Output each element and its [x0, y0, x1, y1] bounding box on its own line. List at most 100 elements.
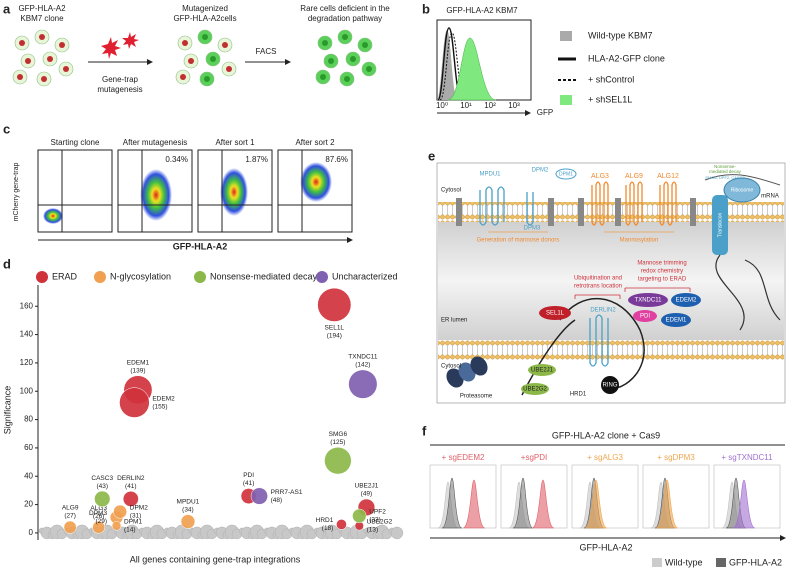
label: redox chemistry: [641, 269, 683, 275]
bubble-label: UPF2: [369, 509, 386, 516]
x-tick-label: 10²: [484, 101, 496, 110]
plot-title: After sort 2: [295, 138, 335, 147]
legend-label: N-glycosylation: [110, 271, 171, 281]
derlin2: [589, 314, 609, 367]
bubble-label: DERLIN2: [117, 475, 145, 482]
bubble: [111, 521, 122, 531]
label: GFP-HLA-A2cells: [173, 14, 236, 23]
bubble-label: HRD1: [316, 517, 334, 524]
histogram: [462, 479, 486, 529]
panel-title: GFP-HLA-A2 KBM7: [446, 6, 518, 15]
bubble-count: (27): [64, 513, 76, 520]
guide-label: + sgTXNDC11: [721, 453, 773, 462]
label: EDEM2: [676, 298, 697, 304]
label: DERLIN2: [590, 308, 616, 314]
bubble: [324, 447, 352, 475]
star: [122, 32, 139, 49]
label: GFP-HLA-A2: [18, 4, 66, 13]
axis-label: GFP-HLA-A2: [173, 241, 228, 251]
membrane-blocks: [456, 198, 696, 226]
nucleus: [182, 40, 188, 46]
bubble: [119, 387, 150, 418]
density: [43, 208, 63, 224]
legend-marker: [316, 271, 328, 283]
y-tick-label: 60: [24, 443, 33, 452]
bubble-count: (26): [93, 513, 105, 520]
guide-label: + sgALG3: [587, 453, 623, 462]
plot-frame: [571, 464, 639, 529]
histogram: [441, 477, 463, 529]
label: Generation of mannose donors: [477, 238, 560, 244]
panel-letter: d: [3, 256, 11, 271]
mrna: [704, 174, 781, 186]
legend-marker: [94, 271, 106, 283]
bubble-label: DPM1: [124, 519, 142, 526]
legend-label: + shSEL1L: [588, 94, 632, 104]
legend-swatch: [652, 558, 662, 567]
nucleus: [47, 56, 53, 62]
label: Mannosylation: [620, 238, 659, 244]
bubble-count: (13): [367, 527, 379, 534]
nucleus: [344, 76, 350, 82]
label: DPM1: [559, 171, 573, 177]
nucleus: [17, 74, 23, 80]
bubble-count: (41): [125, 483, 137, 490]
protein: [661, 313, 691, 327]
plot-title: After mutagenesis: [123, 138, 187, 147]
bubble-count: (41): [243, 480, 255, 487]
protein: [528, 364, 556, 376]
label: targeting to ERAD: [638, 277, 687, 283]
transmembrane-proteins: [591, 181, 677, 226]
legend-marker: [36, 271, 48, 283]
label: HRD1: [570, 392, 587, 398]
legend-label: GFP-HLA-A2: [729, 557, 782, 567]
protein: [539, 306, 571, 320]
y-tick-label: 140: [20, 330, 34, 339]
panel-b: b GFP-HLA-A2 KBM7 10⁰ 10¹ 10² 10³ GFP Wi…: [422, 1, 665, 117]
label: Proteasome: [460, 394, 493, 400]
y-tick-label: 40: [24, 471, 33, 480]
legend-label: Wild-type: [665, 557, 703, 567]
ribosome: [723, 177, 761, 203]
axis-label: All genes containing gene-trap integrati…: [130, 554, 301, 564]
bracket: [574, 294, 621, 299]
bubble-label: TXNDC11: [348, 354, 378, 361]
nucleus: [226, 66, 232, 72]
membrane: [438, 202, 784, 222]
transmembrane-proteins: [479, 186, 534, 226]
panel-letter: b: [422, 1, 430, 16]
axis-label: GFP: [537, 108, 553, 117]
axis-label: GFP-HLA-A2: [579, 542, 632, 552]
y-tick-label: 20: [24, 500, 33, 509]
label: RING: [603, 383, 618, 389]
label: UBE2J1: [531, 368, 554, 374]
bubble: [122, 490, 139, 507]
panel-d: d Significance All genes containing gene…: [2, 256, 404, 564]
nucleus: [222, 42, 228, 48]
cells: [12, 29, 377, 87]
bubble: [63, 520, 77, 534]
label: DPM2: [532, 168, 549, 174]
label: UBE2G2: [523, 387, 547, 393]
plot-frame: [500, 464, 568, 529]
bubble-label: DPM3: [89, 510, 107, 517]
nucleus: [328, 58, 334, 64]
star: [101, 37, 121, 59]
y-tick-label: 100: [20, 386, 34, 395]
nucleus: [25, 58, 31, 64]
x-tick-label: 10⁰: [436, 101, 448, 110]
panel-letter: f: [422, 423, 427, 438]
bubble-label: UBE2G2: [367, 519, 393, 526]
bubble-label: PDI: [243, 472, 254, 479]
nucleus: [204, 76, 210, 82]
bubble-count: (14): [124, 527, 136, 534]
bubble: [336, 519, 347, 530]
panel-a: a GFP-HLA-A2 KBM7 clone Gene-trap mutage…: [3, 1, 390, 94]
bubble-count: (29): [96, 518, 108, 525]
panel-f: f GFP-HLA-A2 clone + Cas9 GFP-HLA-A2 Wil…: [422, 423, 786, 567]
protein: [628, 293, 668, 307]
density: [300, 162, 332, 202]
background-gene: [390, 526, 404, 540]
nucleus: [59, 42, 65, 48]
bubble: [317, 287, 352, 322]
